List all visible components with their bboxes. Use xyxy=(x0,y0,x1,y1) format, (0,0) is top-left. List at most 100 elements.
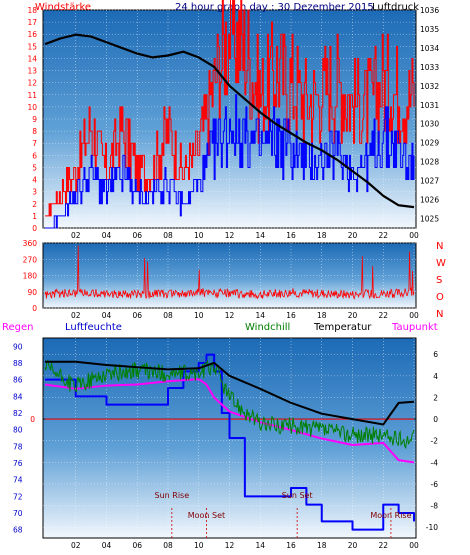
header-luftdruck: Luftdruck xyxy=(372,2,419,13)
humidity-tick-label: 74 xyxy=(13,476,23,485)
label-temperatur: Temperatur xyxy=(313,322,372,333)
humidity-tick-label: 76 xyxy=(13,459,23,468)
header-title: 24 hour graph day : 30 Dezember 2015 xyxy=(175,2,374,13)
left-tick-label: 13 xyxy=(27,67,37,76)
x-tick-label: 08 xyxy=(163,311,173,320)
temperature-tick-label: 6 xyxy=(433,350,438,359)
temperature-tick-label: -4 xyxy=(431,458,439,467)
label-luftfeuchte: Luftfeuchte xyxy=(65,322,122,333)
right-tick-label: 1030 xyxy=(420,120,439,129)
series-pressure-line xyxy=(44,33,415,209)
annotation-label: Sun Set xyxy=(282,491,313,500)
x-tick-label: 20 xyxy=(348,231,358,240)
temperature-tick-label: -8 xyxy=(431,502,439,511)
right-tick-label: 1026 xyxy=(420,196,439,205)
left-tick-label: 10 xyxy=(27,103,37,112)
right-tick-label: 1027 xyxy=(420,177,439,186)
left-tick-label: 6 xyxy=(32,151,37,160)
left-tick-label: 17 xyxy=(27,18,37,27)
x-tick-label: 12 xyxy=(225,311,235,320)
x-tick-label: 20 xyxy=(348,311,358,320)
series-direction-line xyxy=(44,245,415,300)
humidity-tick-label: 72 xyxy=(13,492,23,501)
left-tick-label: 16 xyxy=(27,30,37,39)
x-tick-label: 02 xyxy=(71,311,81,320)
humidity-tick-label: 84 xyxy=(13,392,23,401)
series-temperature-line xyxy=(45,360,415,426)
x-tick-label: 22 xyxy=(378,541,388,550)
humidity-tick-label: 90 xyxy=(13,342,23,351)
direction-tick-label: 0 xyxy=(32,304,37,313)
left-tick-label: 8 xyxy=(32,127,37,136)
series-gust-line xyxy=(45,0,415,217)
x-tick-label: 10 xyxy=(194,541,204,550)
direction-tick-label: 180 xyxy=(23,272,38,281)
x-tick-label: 12 xyxy=(225,231,235,240)
x-tick-label: 06 xyxy=(132,231,142,240)
x-tick-label: 18 xyxy=(317,231,327,240)
compass-label: W xyxy=(436,258,446,269)
direction-tick-label: 360 xyxy=(23,239,38,248)
x-tick-label: 16 xyxy=(286,231,296,240)
x-tick-label: 02 xyxy=(71,541,81,550)
annotation-label: Sun Rise xyxy=(155,491,190,500)
series-humidity-line xyxy=(45,353,415,531)
temperature-tick-label: -10 xyxy=(426,523,438,532)
x-tick-label: 06 xyxy=(132,311,142,320)
x-tick-label: 04 xyxy=(102,231,112,240)
right-tick-label: 1034 xyxy=(420,44,439,53)
temperature-tick-label: 0 xyxy=(433,415,438,424)
left-tick-label: 9 xyxy=(32,115,37,124)
x-tick-label: 12 xyxy=(225,541,235,550)
x-tick-label: 20 xyxy=(348,541,358,550)
x-tick-label: 22 xyxy=(378,311,388,320)
label-windchill: Windchill xyxy=(245,322,290,333)
left-tick-label: 2 xyxy=(32,200,37,209)
x-tick-label: 14 xyxy=(255,231,265,240)
right-tick-label: 1033 xyxy=(420,63,439,72)
humidity-tick-label: 86 xyxy=(13,376,23,385)
humidity-tick-label: 78 xyxy=(13,442,23,451)
x-tick-label: 18 xyxy=(317,311,327,320)
left-tick-label: 14 xyxy=(27,54,37,63)
label-regen: Regen xyxy=(2,322,34,333)
x-tick-label: 04 xyxy=(102,541,112,550)
x-tick-label: 14 xyxy=(255,541,265,550)
left-tick-label: 15 xyxy=(27,42,37,51)
temperature-tick-label: -2 xyxy=(431,437,439,446)
compass-label: O xyxy=(436,292,444,303)
x-tick-label: 14 xyxy=(255,311,265,320)
left-tick-label: 0 xyxy=(32,224,37,233)
right-tick-label: 1025 xyxy=(420,215,439,224)
left-tick-label: 5 xyxy=(32,163,37,172)
x-tick-label: 06 xyxy=(132,541,142,550)
label-taupunkt: Taupunkt xyxy=(391,322,438,333)
direction-tick-label: 90 xyxy=(27,288,37,297)
left-tick-label: 11 xyxy=(27,91,37,100)
x-tick-label: 10 xyxy=(194,311,204,320)
series-dewpoint-line xyxy=(44,378,415,464)
right-tick-label: 1031 xyxy=(420,101,439,110)
left-tick-label: 4 xyxy=(32,176,37,185)
x-tick-label: 08 xyxy=(163,541,173,550)
compass-label: N xyxy=(436,309,443,320)
x-tick-label: 16 xyxy=(286,541,296,550)
left-tick-label: 7 xyxy=(32,139,37,148)
rain-tick-label: 0 xyxy=(30,415,35,424)
humidity-tick-label: 82 xyxy=(13,409,23,418)
humidity-tick-label: 68 xyxy=(13,526,23,535)
direction-tick-label: 270 xyxy=(23,255,38,264)
series-windchill-line xyxy=(44,359,415,450)
right-tick-label: 1028 xyxy=(420,158,439,167)
temperature-tick-label: 4 xyxy=(433,372,438,381)
left-tick-label: 12 xyxy=(27,79,37,88)
x-tick-label: 22 xyxy=(378,231,388,240)
compass-label: N xyxy=(436,241,443,252)
x-tick-label: 04 xyxy=(102,311,112,320)
left-tick-label: 3 xyxy=(32,188,37,197)
x-tick-label: 02 xyxy=(71,231,81,240)
annotation-label: Moon Rise xyxy=(370,511,411,520)
right-tick-label: 1036 xyxy=(420,6,439,15)
humidity-tick-label: 88 xyxy=(13,359,23,368)
